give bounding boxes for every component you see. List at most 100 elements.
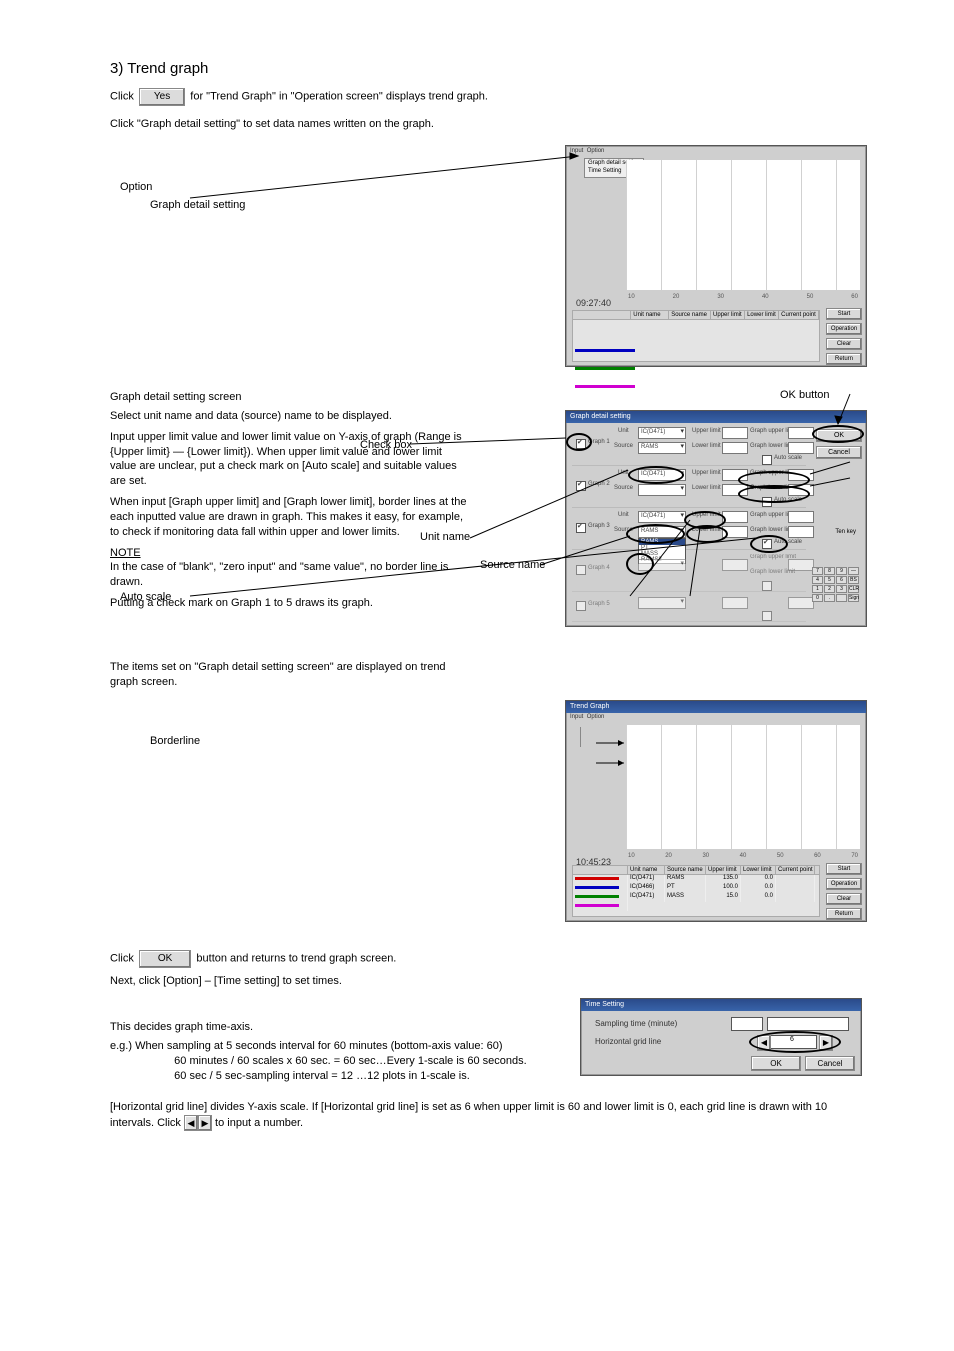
text: to input a number. (215, 1117, 303, 1129)
y-scale (576, 727, 581, 747)
c-border: Borderline (150, 734, 200, 749)
row: IC(D471) MASS 15.0 0.0 (573, 893, 819, 902)
row: IC(D471) RAMS 135.0 0.0 (573, 875, 819, 884)
sec5: This decides graph time-axis. e.g.) When… (110, 1020, 510, 1083)
return-button[interactable]: Return (826, 353, 862, 365)
swatch-blue (575, 349, 635, 352)
shot3-title: Trend Graph (566, 701, 866, 713)
table-header: Unit name Source name Upper limit Lower … (573, 866, 819, 875)
para: Click "Graph detail setting" to set data… (110, 117, 874, 132)
inc-button[interactable]: ▶ (819, 1035, 833, 1051)
input-hgrid[interactable]: 6 (767, 1035, 817, 1049)
text: for "Trend Graph" in "Operation screen" … (190, 91, 488, 103)
shot3-table: Unit name Source name Upper limit Lower … (572, 865, 820, 917)
annot-lines-2 (170, 390, 870, 600)
p: Next, click [Option] – [Time setting] to… (110, 974, 610, 989)
lbl-sampling: Sampling time (minute) (595, 1019, 677, 1028)
tick: 50 (807, 294, 814, 302)
text: button and returns to trend graph screen… (196, 953, 396, 965)
input-sampling2[interactable] (767, 1017, 849, 1031)
sec3-p: The items set on "Graph detail setting s… (110, 660, 470, 690)
ok-button[interactable]: OK (751, 1056, 801, 1071)
cancel-button[interactable]: Cancel (805, 1056, 855, 1071)
cell: IC(D466) (628, 884, 665, 893)
time-label: 09:27:40 (576, 298, 611, 308)
clear-button[interactable]: Clear (826, 338, 862, 350)
swatch-red (575, 331, 635, 334)
clear-button[interactable]: Clear (826, 893, 862, 905)
ok-button[interactable]: OK (139, 950, 191, 968)
tick: 40 (762, 294, 769, 302)
shot3-button-col: Start Operation Clear Return (826, 863, 862, 920)
note-label: NOTE (110, 547, 141, 559)
tick: 40 (740, 853, 747, 861)
menu-option: Option (587, 714, 605, 720)
graph-area (626, 160, 860, 290)
cell: 0.0 (741, 884, 776, 893)
tick: 30 (702, 853, 709, 861)
tick: 20 (673, 294, 680, 302)
return-button[interactable]: Return (826, 908, 862, 920)
tick: 10 (628, 853, 635, 861)
shot1-button-col: Start Operation Clear Return (826, 308, 862, 365)
table-header-row: Unit name Source name Upper limit Lower … (573, 311, 819, 320)
dec-button[interactable]: ◀ (757, 1035, 771, 1051)
swatch-magenta (575, 385, 635, 388)
lbl: Graph 5 (588, 601, 610, 607)
callout-option: Option (120, 180, 152, 195)
text: Click (110, 91, 137, 103)
border-arrows (596, 737, 634, 777)
shot1-table: Unit name Source name Upper limit Lower … (572, 310, 820, 362)
th: Current point (779, 311, 819, 319)
shot-trend-graph-2: Trend Graph Input Option 10:45:23 10 20 … (565, 700, 867, 922)
th: Source name (665, 866, 706, 874)
section-heading: 3) Trend graph (110, 60, 874, 77)
shot-trend-graph-1: Input Option Graph detail setting Time S… (565, 145, 867, 367)
cell: 100.0 (706, 884, 741, 893)
tick: 30 (717, 294, 724, 302)
cell: 135.0 (706, 875, 741, 884)
yes-button[interactable]: Yes (139, 88, 185, 106)
shot-time-setting: Time Setting Sampling time (minute) Hori… (580, 998, 862, 1076)
para: Click Yes for "Trend Graph" in "Operatio… (110, 88, 874, 106)
tick: 20 (665, 853, 672, 861)
start-button[interactable]: Start (826, 863, 862, 875)
tick: 50 (777, 853, 784, 861)
sec4: Click OK button and returns to trend gra… (110, 950, 610, 988)
th: Source name (669, 311, 711, 319)
row (573, 902, 819, 911)
p: This decides graph time-axis. (110, 1020, 510, 1035)
c-autoscale: Auto scale (120, 590, 171, 605)
th: Unit name (631, 311, 669, 319)
eq: 60 minutes / 60 scales x 60 sec. = 60 se… (110, 1054, 510, 1069)
right-arrow-icon[interactable]: ▶ (198, 1115, 212, 1131)
cell: 15.0 (706, 893, 741, 902)
operation-button[interactable]: Operation (826, 323, 862, 335)
tick: 60 (814, 853, 821, 861)
th: Upper limit (706, 866, 741, 874)
swatches (575, 323, 635, 395)
th: Lower limit (745, 311, 779, 319)
cell: RAMS (665, 875, 706, 884)
shot4-title: Time Setting (581, 999, 861, 1011)
cell: IC(D471) (628, 875, 665, 884)
chk[interactable] (762, 611, 772, 621)
shot3-menu: Input Option (570, 714, 604, 720)
text: Click (110, 953, 137, 965)
annot-line-1 (170, 150, 590, 210)
tick: 10 (628, 294, 635, 302)
swatch-green (575, 367, 635, 370)
cell: 0.0 (741, 893, 776, 902)
cell: MASS (665, 893, 706, 902)
operation-button[interactable]: Operation (826, 878, 862, 890)
tick: 70 (851, 853, 858, 861)
input-sampling[interactable] (731, 1017, 763, 1031)
start-button[interactable]: Start (826, 308, 862, 320)
chk-graph5[interactable] (576, 601, 586, 611)
cell: IC(D471) (628, 893, 665, 902)
sec5b: [Horizontal grid line] divides Y-axis sc… (110, 1100, 860, 1131)
cell: PT (665, 884, 706, 893)
left-arrow-icon[interactable]: ◀ (184, 1115, 198, 1131)
th: Unit name (628, 866, 665, 874)
menu-input: Input (570, 714, 583, 720)
